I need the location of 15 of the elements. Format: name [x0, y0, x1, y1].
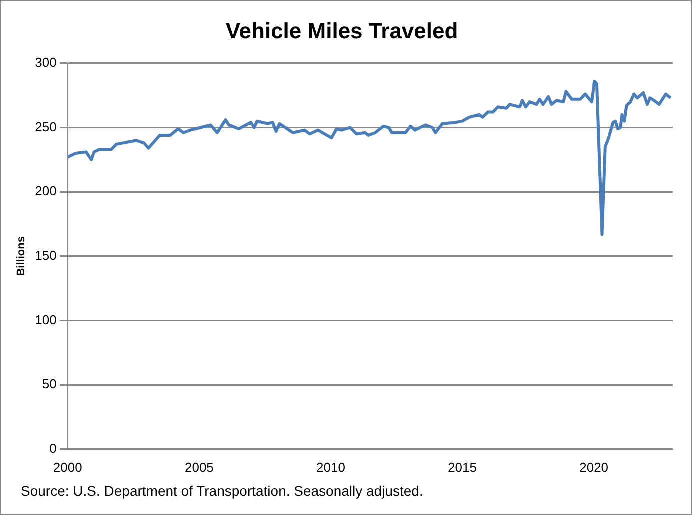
x-tick-label: 2005: [184, 460, 214, 475]
y-tick-label: 100: [35, 312, 57, 328]
x-tick-label: 2020: [580, 460, 609, 475]
source-note: Source: U.S. Department of Transportation. Seasonally adjusted.: [20, 483, 424, 499]
x-tick-label: 2000: [53, 460, 82, 475]
y-tick-label: 50: [42, 376, 57, 392]
x-tick-label: 2015: [448, 460, 477, 475]
y-tick-label: 200: [35, 184, 57, 199]
y-tick-label: 250: [35, 119, 57, 134]
x-tick-label: 2010: [316, 460, 346, 475]
y-axis-title: Billions: [16, 236, 28, 276]
chart-title: Vehicle Miles Traveled: [226, 18, 458, 44]
y-tick-label: 300: [35, 54, 57, 70]
y-tick-label: 150: [35, 248, 57, 263]
y-tick-label: 0: [50, 440, 57, 456]
